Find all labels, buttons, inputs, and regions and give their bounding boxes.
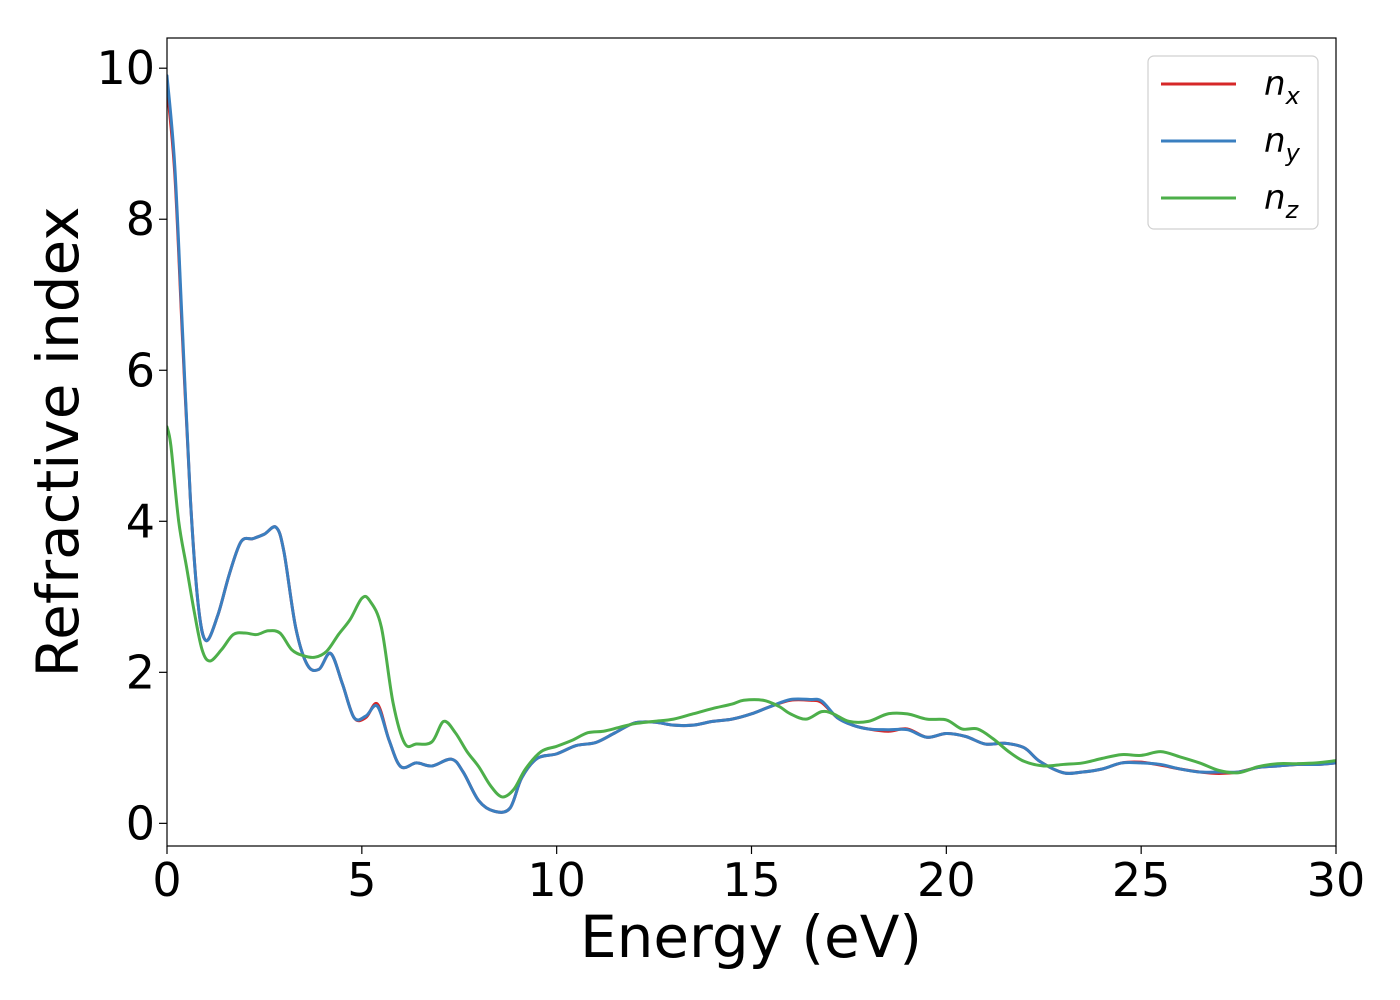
legend-label-y: ny bbox=[1264, 121, 1301, 167]
x-tick-label: 10 bbox=[527, 853, 586, 907]
series-line-z bbox=[167, 425, 1336, 799]
y-axis: 0 2 4 6 8 10 bbox=[96, 41, 167, 850]
x-tick-label: 15 bbox=[722, 853, 781, 907]
x-tick-label: 5 bbox=[347, 853, 376, 907]
plot-background bbox=[167, 38, 1336, 846]
x-axis-label: Energy (eV) bbox=[580, 903, 922, 971]
x-tick-label: 20 bbox=[917, 853, 976, 907]
y-tick-label: 0 bbox=[126, 796, 155, 850]
legend-label-z: nz bbox=[1264, 178, 1300, 224]
legend-label-x: nx bbox=[1264, 64, 1301, 110]
x-tick-label: 0 bbox=[152, 853, 181, 907]
y-tick-label: 10 bbox=[96, 41, 155, 95]
x-axis: 0 5 10 15 20 25 30 bbox=[152, 846, 1365, 907]
y-tick-label: 8 bbox=[126, 192, 155, 246]
series-layer bbox=[167, 74, 1336, 814]
y-axis-label: Refractive index bbox=[24, 206, 92, 677]
y-tick-label: 2 bbox=[126, 645, 155, 699]
y-tick-label: 6 bbox=[126, 343, 155, 397]
x-tick-label: 25 bbox=[1112, 853, 1171, 907]
x-tick-label: 30 bbox=[1307, 853, 1366, 907]
y-tick-label: 4 bbox=[126, 494, 155, 548]
legend: nx ny nz bbox=[1147, 55, 1319, 230]
